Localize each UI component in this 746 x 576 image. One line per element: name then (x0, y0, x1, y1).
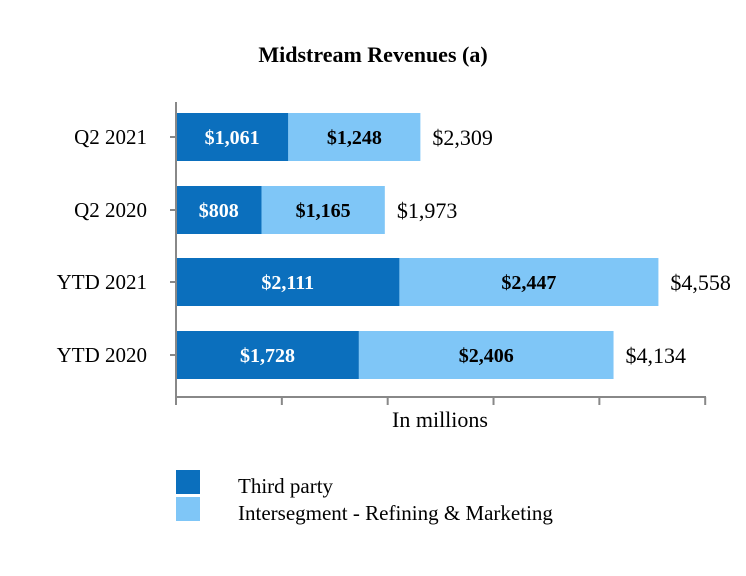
bar-total-label: $1,973 (397, 198, 458, 223)
bar-segment-intersegment (261, 186, 385, 234)
bar-segment-label: $808 (199, 200, 239, 222)
legend-swatch-intersegment (176, 497, 200, 521)
bar-segment-label: $2,406 (459, 345, 514, 367)
bar-total-label: $2,309 (432, 125, 493, 150)
bar-segment-label: $1,248 (327, 127, 382, 149)
bar-segment-label: $2,111 (261, 272, 314, 294)
legend-swatch-third-party (176, 470, 200, 494)
bar-segment-third-party (176, 258, 400, 306)
bar-segment-label: $1,728 (240, 345, 295, 367)
bar-segment-intersegment (399, 258, 659, 306)
bar-segment-third-party (176, 186, 262, 234)
chart-title: Midstream Revenues (a) (258, 42, 487, 67)
bar-total-label: $4,134 (626, 343, 687, 368)
x-axis-label: In millions (392, 407, 488, 432)
bars: $1,061 $1,248 $2,309 $808 $1,165 $1,973 $2,111… (176, 113, 731, 379)
bar-segment-label: $1,061 (205, 127, 260, 149)
bar-segment-intersegment (358, 331, 614, 379)
category-label: Q2 2021 (74, 125, 147, 149)
bar-segment-label: $1,165 (296, 200, 351, 222)
bar-total-label: $4,558 (670, 270, 731, 295)
bar-segment-label: $2,447 (501, 272, 556, 294)
category-label: YTD 2020 (57, 343, 147, 367)
legend-label-third-party: Third party (238, 474, 334, 498)
bar-segment-third-party (176, 331, 359, 379)
legend: Third party Intersegment - Refining & Ma… (176, 470, 553, 525)
axes: Q2 2021 Q2 2020 YTD 2021 YTD 2020 (57, 102, 707, 405)
bar-segment-third-party (176, 113, 289, 161)
bar-segment-intersegment (288, 113, 421, 161)
category-label: YTD 2021 (57, 270, 147, 294)
legend-label-intersegment: Intersegment - Refining & Marketing (238, 501, 553, 525)
category-label: Q2 2020 (74, 198, 147, 222)
